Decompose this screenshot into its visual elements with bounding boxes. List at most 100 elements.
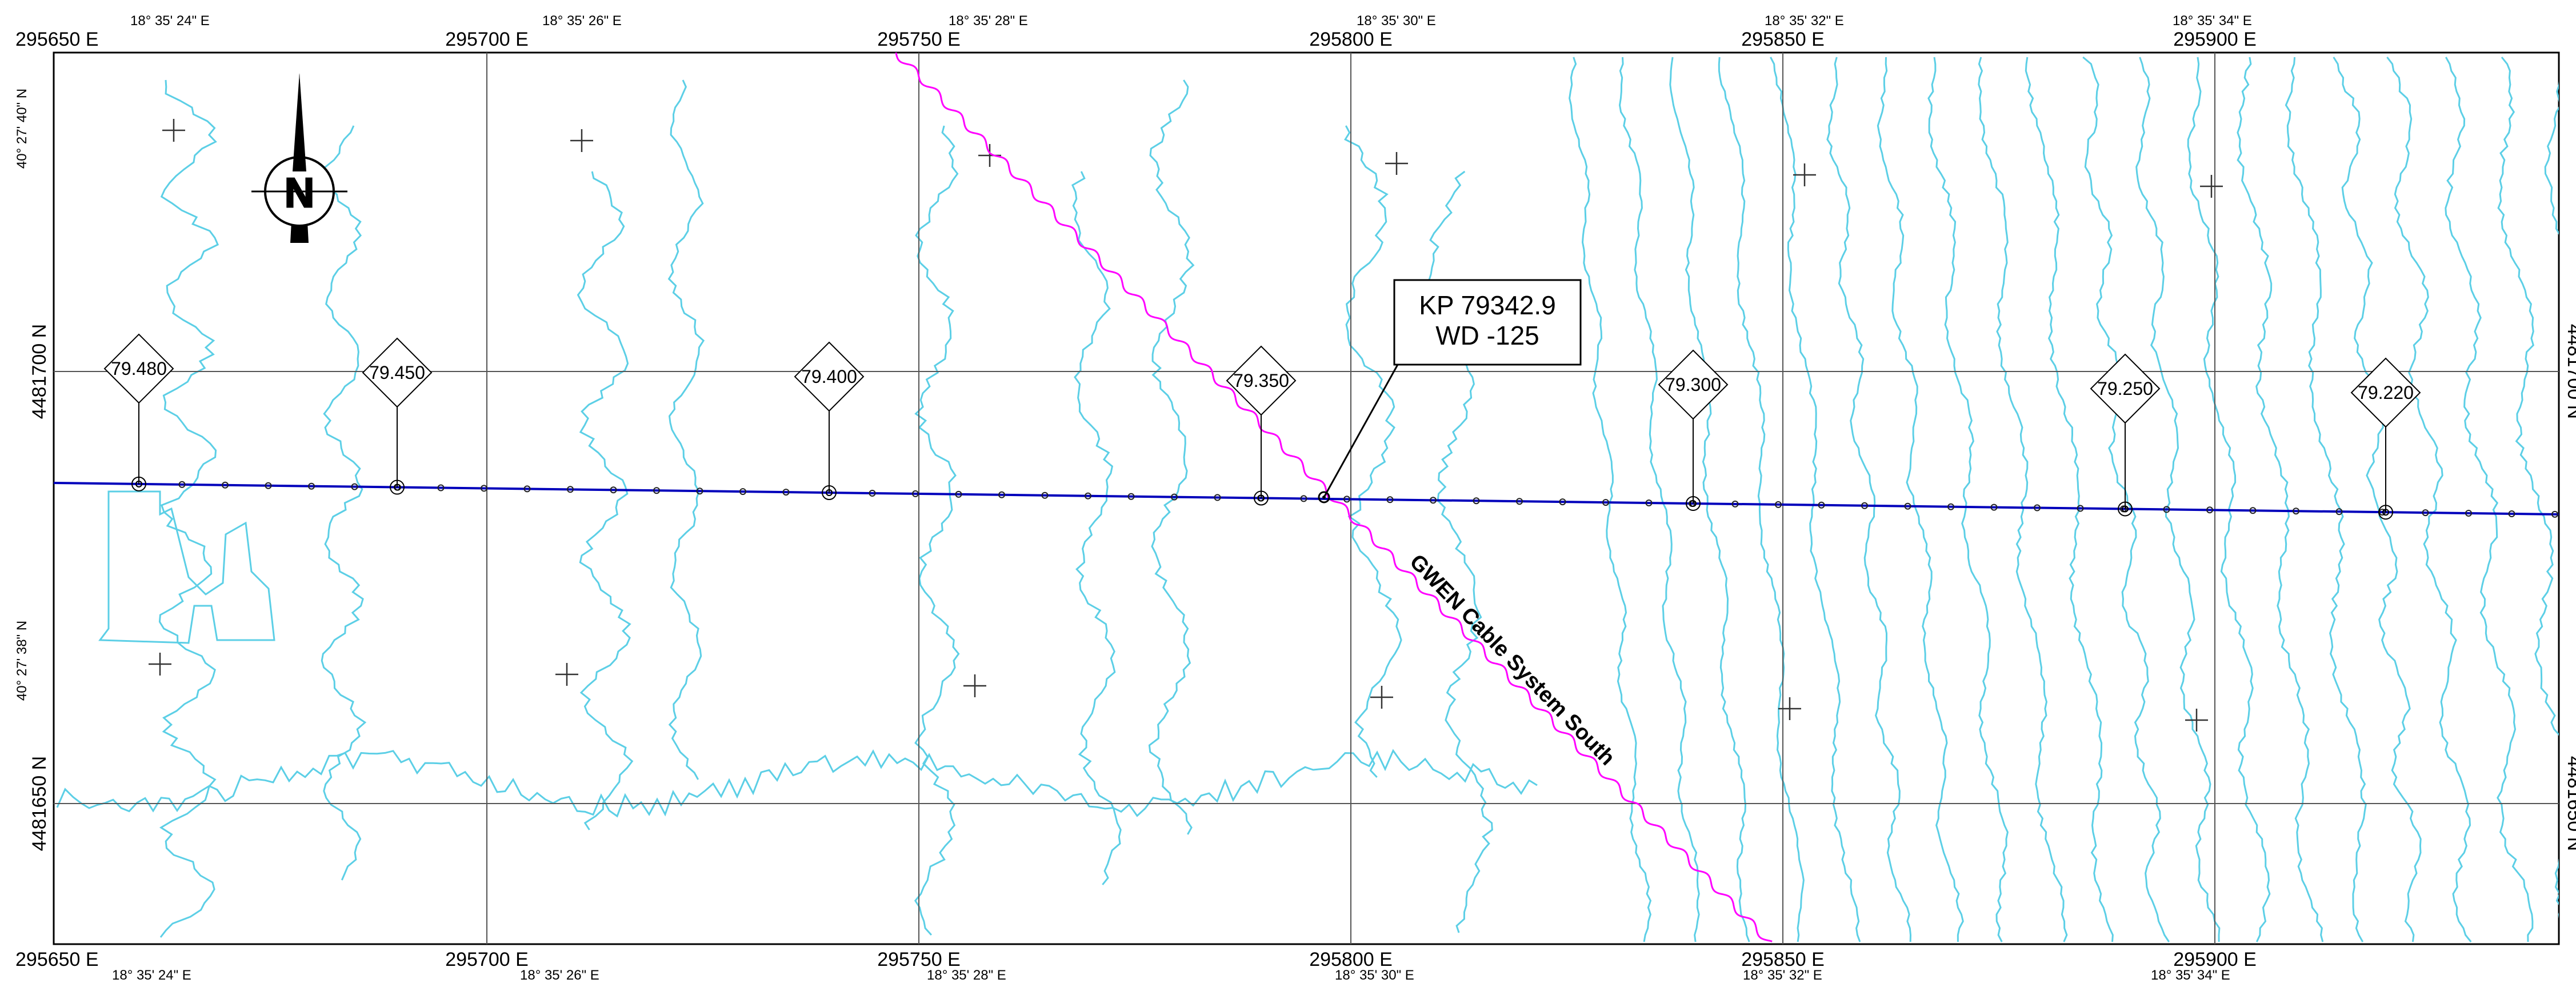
route-tick bbox=[1602, 499, 1609, 506]
kp-marker: 79.250 bbox=[2090, 353, 2161, 517]
route-tick bbox=[265, 482, 272, 489]
graticule-cross bbox=[2185, 709, 2208, 732]
easting-label: 295700 E bbox=[445, 949, 529, 970]
route-tick bbox=[1731, 500, 1739, 508]
route-tick bbox=[1904, 502, 1911, 510]
route-tick bbox=[437, 484, 445, 492]
longitude-label: 18° 35' 24" E bbox=[130, 13, 210, 29]
kp-diamond bbox=[1226, 345, 1297, 416]
easting-label: 295650 E bbox=[15, 949, 99, 970]
contour-line bbox=[1927, 57, 2009, 942]
longitude-label: 18° 35' 32" E bbox=[1765, 13, 1844, 29]
contour-line bbox=[2497, 57, 2559, 918]
route-tick bbox=[567, 486, 574, 493]
kp-label: 79.350 bbox=[1233, 370, 1289, 391]
graticule-cross bbox=[1370, 686, 1393, 709]
contour-line bbox=[56, 749, 1538, 818]
route-tick bbox=[308, 482, 315, 490]
contour-line bbox=[1826, 57, 1912, 942]
easting-label: 295800 E bbox=[1309, 29, 1393, 50]
contour-line bbox=[2082, 56, 2170, 942]
kp-marker: 79.480 bbox=[103, 333, 174, 492]
route-tick bbox=[610, 486, 617, 494]
contour-line bbox=[2544, 81, 2559, 235]
longitude-label: 18° 35' 34" E bbox=[2151, 968, 2230, 983]
route-tick bbox=[1343, 496, 1350, 503]
route-tick bbox=[2335, 508, 2343, 516]
kp-point bbox=[390, 479, 405, 495]
longitude-label: 18° 35' 28" E bbox=[949, 13, 1028, 29]
route-tick bbox=[222, 481, 229, 489]
kp-label: 79.250 bbox=[2097, 378, 2153, 399]
easting-label: 295800 E bbox=[1309, 949, 1393, 970]
route-tick bbox=[523, 485, 531, 493]
contour-line bbox=[667, 79, 705, 780]
kp-label: 79.400 bbox=[801, 366, 857, 387]
contour-line bbox=[1669, 57, 1750, 942]
route-tick bbox=[1559, 498, 1566, 506]
route-tick bbox=[1041, 492, 1049, 499]
contour-line bbox=[1148, 79, 1195, 835]
easting-label: 295750 E bbox=[877, 949, 961, 970]
kp-label: 79.450 bbox=[369, 362, 425, 383]
graticule-cross bbox=[1385, 152, 1408, 175]
kp-diamond bbox=[362, 337, 433, 408]
route-tick bbox=[1645, 500, 1653, 506]
northing-label: 4481700 N bbox=[29, 324, 50, 419]
bathymetry-contours bbox=[56, 56, 2559, 942]
callout-point bbox=[1318, 491, 1330, 504]
kp-marker: 79.400 bbox=[794, 341, 865, 501]
easting-label: 295850 E bbox=[1741, 949, 1825, 970]
kp-label: 79.300 bbox=[1665, 374, 1721, 395]
longitude-labels-bottom: 18° 35' 24" E 18° 35' 26" E 18° 35' 28" … bbox=[112, 968, 2230, 983]
route-tick bbox=[1300, 495, 1307, 502]
route-tick bbox=[1085, 492, 1091, 500]
contour-line bbox=[1718, 57, 1805, 942]
kp-point bbox=[2118, 501, 2133, 517]
route-tick bbox=[1214, 494, 1221, 501]
contour-line bbox=[1770, 57, 1861, 942]
contour-line bbox=[1071, 171, 1122, 885]
graticule-crosses bbox=[149, 119, 2223, 732]
callout-kp-text: KP 79342.9 bbox=[1419, 290, 1556, 320]
contour-line bbox=[2187, 57, 2271, 942]
route-tick bbox=[955, 490, 962, 498]
route-tick bbox=[912, 490, 919, 497]
kp-marker: 79.350 bbox=[1226, 345, 1297, 506]
kp-label: 79.480 bbox=[111, 358, 167, 379]
route-tick bbox=[481, 485, 487, 492]
kp-callout: KP 79342.9 WD -125 bbox=[1318, 279, 1582, 504]
longitude-label: 18° 35' 26" E bbox=[542, 13, 622, 29]
contour-line bbox=[2135, 57, 2221, 942]
callout-box bbox=[1393, 279, 1582, 366]
contour-line bbox=[2386, 57, 2472, 942]
contour-line bbox=[1877, 57, 1964, 942]
contour-line bbox=[158, 79, 219, 938]
graticule-cross bbox=[162, 119, 185, 142]
route-tick bbox=[739, 488, 746, 496]
route-tick bbox=[998, 491, 1005, 498]
callout-wd-text: WD -125 bbox=[1435, 321, 1539, 350]
route-tick bbox=[782, 489, 790, 496]
route-tick bbox=[1861, 502, 1868, 509]
route-tick bbox=[1990, 504, 1998, 511]
longitude-label: 18° 35' 26" E bbox=[520, 968, 599, 983]
longitude-label: 18° 35' 24" E bbox=[112, 968, 191, 983]
graticule-cross bbox=[570, 129, 593, 152]
route-tick bbox=[351, 483, 358, 490]
route-tick bbox=[2249, 507, 2257, 514]
contour-line bbox=[98, 490, 275, 644]
route-tick bbox=[1516, 498, 1523, 505]
contour-line bbox=[2333, 57, 2422, 942]
route-tick bbox=[2551, 510, 2558, 518]
easting-labels-top: 295650 E 295700 E 295750 E 295800 E 2958… bbox=[15, 29, 2257, 50]
latitude-labels-left: 40° 27' 40" N 40° 27' 38" N bbox=[14, 89, 30, 701]
kp-point bbox=[2378, 505, 2393, 520]
kp-diamond bbox=[1658, 349, 1729, 420]
northing-label: 4481700 N bbox=[2563, 324, 2576, 419]
route-tick bbox=[2465, 510, 2472, 517]
route-tick bbox=[1386, 496, 1394, 504]
longitude-label: 18° 35' 30" E bbox=[1335, 968, 1414, 983]
kp-marker: 79.450 bbox=[362, 337, 433, 495]
